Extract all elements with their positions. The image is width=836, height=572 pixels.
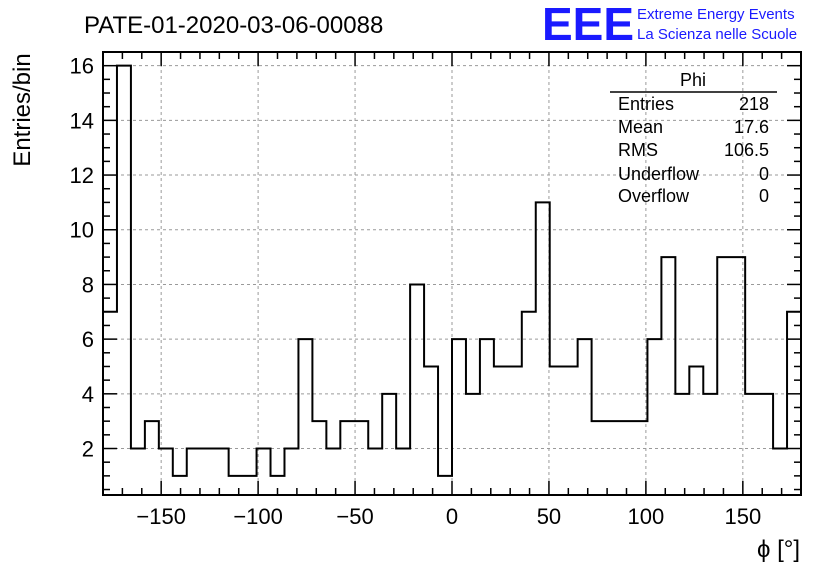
stats-value-rms: 106.5	[724, 140, 769, 160]
stats-value-mean: 17.6	[734, 117, 769, 137]
stats-value-overflow: 0	[759, 186, 769, 206]
x-tick-label: 150	[724, 504, 761, 529]
logo-line-2: La Scienza nelle Scuole	[637, 26, 797, 43]
chart-title: PATE-01-2020-03-06-00088	[84, 12, 383, 39]
y-axis-title: Entries/bin	[9, 53, 36, 166]
y-tick-label: 10	[70, 218, 94, 243]
x-tick-label: −150	[136, 504, 186, 529]
y-tick-label: 16	[70, 54, 94, 79]
logo-line-1: Extreme Energy Events	[637, 6, 795, 23]
y-tick-label: 4	[82, 382, 94, 407]
y-tick-label: 12	[70, 163, 94, 188]
x-tick-label: 50	[537, 504, 561, 529]
x-tick-label: 100	[628, 504, 665, 529]
logo-mark: EEE	[542, 0, 634, 50]
logo: EEE Extreme Energy Events La Scienza nel…	[542, 0, 797, 50]
stats-label-rms: RMS	[618, 140, 658, 160]
stats-value-entries: 218	[739, 94, 769, 114]
x-tick-label: −100	[233, 504, 283, 529]
y-tick-label: 6	[82, 327, 94, 352]
x-tick-labels: −150 −100 −50 0 50 100 150	[136, 504, 761, 529]
axis-ticks	[102, 51, 802, 495]
y-tick-label: 14	[70, 108, 94, 133]
histogram-series	[103, 64, 801, 477]
stats-value-underflow: 0	[759, 164, 769, 184]
x-tick-label: −50	[336, 504, 373, 529]
x-axis-title: ϕ [°]	[757, 536, 800, 563]
stats-label-mean: Mean	[618, 117, 663, 137]
stats-box-name: Phi	[680, 70, 706, 90]
y-tick-label: 8	[82, 272, 94, 297]
stats-label-underflow: Underflow	[618, 164, 700, 184]
stats-box: Phi Entries 218 Mean 17.6 RMS 106.5 Unde…	[610, 70, 777, 206]
y-tick-label: 2	[82, 437, 94, 462]
x-tick-label: 0	[446, 504, 458, 529]
stats-label-entries: Entries	[618, 94, 674, 114]
stats-label-overflow: Overflow	[618, 186, 690, 206]
y-tick-labels: 2 4 6 8 10 12 14 16	[70, 54, 94, 462]
